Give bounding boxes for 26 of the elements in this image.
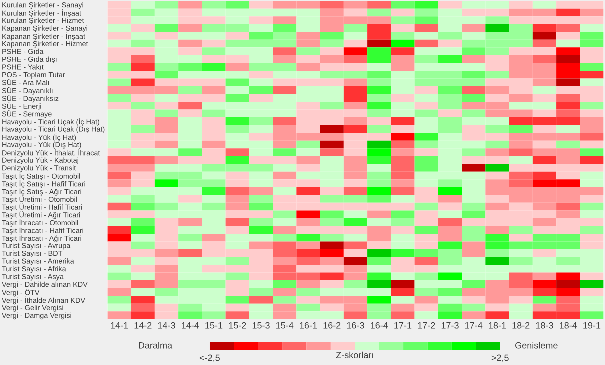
x-tick-label: 15-4	[276, 322, 294, 329]
x-tick-label: 17-3	[442, 322, 459, 329]
text: Genisleme	[516, 342, 558, 349]
x-tick-label: 15-3	[252, 322, 270, 329]
x-tick-label: 18-2	[512, 322, 530, 329]
x-tick-label: 17-2	[418, 322, 436, 329]
color-bar-label: <-2,5	[200, 354, 220, 362]
x-tick-label: 18-3	[536, 322, 554, 329]
x-tick-label: 14-4	[182, 322, 200, 329]
x-tick-label: 14-1	[111, 322, 128, 329]
x-tick-label: 17-1	[394, 322, 412, 329]
x-tick-label: 16-2	[324, 322, 341, 329]
x-tick-label: 18-4	[560, 322, 578, 329]
color-bar-title: Z-skorları	[336, 352, 374, 358]
x-tick-label: 17-4	[466, 322, 483, 329]
x-tick-label: 15-2	[229, 322, 246, 329]
x-tick-label: 14-3	[158, 322, 176, 329]
x-tick-label: 16-3	[347, 322, 364, 329]
color-bar-label: >2,5	[492, 354, 509, 362]
x-tick-label: 14-2	[134, 322, 152, 329]
x-tick-label: 18-1	[489, 322, 506, 329]
text: Daralma	[139, 342, 173, 349]
x-tick-label: 19-1	[584, 322, 601, 329]
x-tick-label: 16-4	[371, 322, 388, 329]
x-tick-label: 15-1	[206, 322, 223, 329]
x-tick-label: 16-1	[300, 322, 318, 329]
